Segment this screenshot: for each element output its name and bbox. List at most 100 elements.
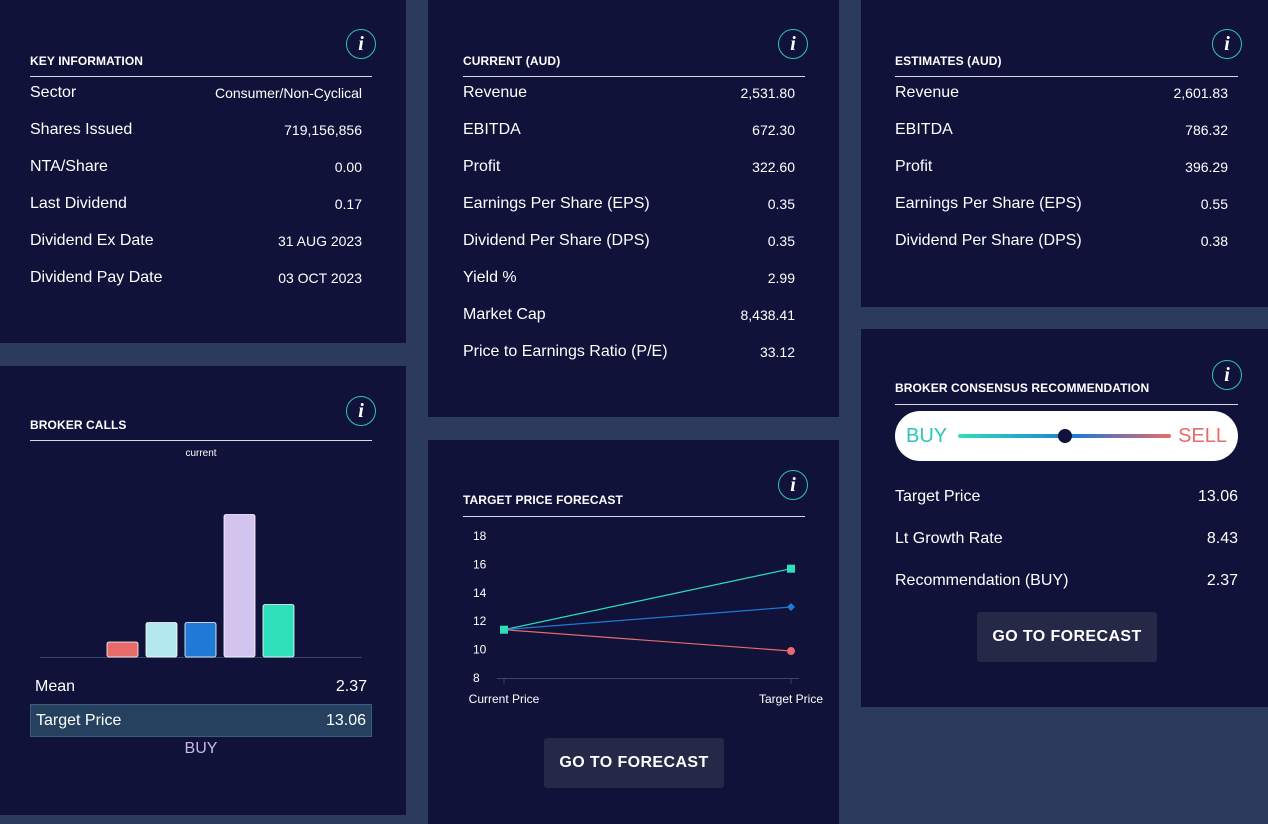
y-tick-label: 8 bbox=[473, 671, 480, 685]
x-tick-label: Target Price bbox=[759, 692, 823, 706]
info-icon[interactable]: i bbox=[1212, 360, 1242, 390]
row-label: Yield % bbox=[463, 269, 517, 286]
series-line bbox=[503, 606, 792, 631]
divider bbox=[463, 516, 805, 517]
divider bbox=[895, 404, 1238, 405]
data-row: Sector Consumer/Non-Cyclical bbox=[30, 81, 362, 105]
data-row: Dividend Pay Date 03 OCT 2023 bbox=[30, 266, 362, 290]
y-tick-label: 14 bbox=[473, 586, 487, 600]
row-label: Profit bbox=[463, 158, 501, 175]
divider bbox=[30, 440, 372, 441]
data-row: Lt Growth Rate 8.43 bbox=[895, 527, 1238, 551]
data-row: Price to Earnings Ratio (P/E) 33.12 bbox=[463, 340, 795, 364]
chart-bar bbox=[262, 604, 295, 658]
row-value: 03 OCT 2023 bbox=[278, 270, 362, 286]
row-value: 786.32 bbox=[1185, 122, 1228, 138]
sell-label: SELL bbox=[1178, 425, 1227, 447]
row-label: Earnings Per Share (EPS) bbox=[463, 195, 650, 212]
row-label: Profit bbox=[895, 158, 933, 175]
row-label: Shares Issued bbox=[30, 121, 133, 138]
row-value: 0.35 bbox=[767, 233, 795, 249]
row-label: Revenue bbox=[895, 84, 960, 101]
data-row: Revenue 2,531.80 bbox=[463, 81, 795, 105]
row-label: Earnings Per Share (EPS) bbox=[895, 195, 1082, 212]
row-value: 2.99 bbox=[767, 270, 795, 286]
info-icon[interactable]: i bbox=[346, 29, 376, 59]
row-value: 672.30 bbox=[752, 122, 795, 138]
target-price-label: Target Price bbox=[36, 711, 122, 729]
mean-label: Mean bbox=[35, 678, 76, 695]
recommendation-slider: BUY SELL bbox=[895, 411, 1238, 461]
data-row: Revenue 2,601.83 bbox=[895, 81, 1228, 105]
row-label: Dividend Pay Date bbox=[30, 269, 163, 286]
key-information-panel: i KEY INFORMATION Sector Consumer/Non-Cyc… bbox=[0, 0, 406, 343]
target-price-forecast-panel: i TARGET PRICE FORECAST 8 10 12 14 16 18 Curre… bbox=[428, 440, 839, 824]
y-tick-label: 10 bbox=[473, 643, 487, 657]
info-icon[interactable]: i bbox=[778, 29, 808, 59]
data-point bbox=[787, 564, 795, 573]
row-label: Lt Growth Rate bbox=[895, 530, 1003, 547]
go-to-forecast-button[interactable]: GO TO FORECAST bbox=[544, 738, 724, 788]
row-value: 0.55 bbox=[1200, 196, 1228, 212]
panel-title: CURRENT (AUD) bbox=[463, 54, 561, 68]
panel-title: KEY INFORMATION bbox=[30, 54, 144, 68]
chart-bar bbox=[223, 514, 256, 658]
target-price-row: Target Price 13.06 bbox=[30, 704, 372, 737]
data-row: Target Price 13.06 bbox=[895, 485, 1238, 509]
data-row: Recommendation (BUY) 2.37 bbox=[895, 569, 1238, 593]
row-value: 8,438.41 bbox=[740, 307, 796, 323]
mean-row: Mean 2.37 bbox=[30, 672, 372, 702]
info-icon[interactable]: i bbox=[346, 396, 376, 426]
current-panel: i CURRENT (AUD) Revenue 2,531.80 EBITDA 672… bbox=[428, 0, 839, 417]
data-row: Earnings Per Share (EPS) 0.35 bbox=[463, 192, 795, 216]
row-value: 396.29 bbox=[1185, 159, 1228, 175]
panel-title: ESTIMATES (AUD) bbox=[895, 54, 1002, 68]
row-label: Target Price bbox=[895, 488, 981, 505]
y-tick-label: 16 bbox=[473, 557, 487, 571]
chart-bar bbox=[106, 641, 139, 658]
data-row: EBITDA 672.30 bbox=[463, 118, 795, 142]
series-line bbox=[503, 568, 792, 631]
row-label: Price to Earnings Ratio (P/E) bbox=[463, 343, 668, 360]
target-price-value: 13.06 bbox=[325, 711, 366, 729]
row-value: 2,601.83 bbox=[1173, 85, 1229, 101]
row-label: Sector bbox=[30, 84, 77, 101]
row-value: 719,156,856 bbox=[284, 122, 362, 138]
row-label: Revenue bbox=[463, 84, 528, 101]
row-value: 33.12 bbox=[759, 344, 795, 360]
buy-label: BUY bbox=[906, 425, 948, 447]
go-to-forecast-button[interactable]: GO TO FORECAST bbox=[977, 612, 1157, 662]
divider bbox=[463, 76, 805, 77]
row-value: 13.06 bbox=[1197, 488, 1238, 505]
row-value: 322.60 bbox=[752, 159, 795, 175]
row-value: 0.35 bbox=[767, 196, 795, 212]
panel-title: BROKER CONSENSUS RECOMMENDATION bbox=[895, 381, 1150, 395]
data-row: Profit 322.60 bbox=[463, 155, 795, 179]
chart-bar bbox=[184, 622, 217, 658]
row-value: 0.38 bbox=[1200, 233, 1228, 249]
row-label: Dividend Per Share (DPS) bbox=[895, 232, 1082, 249]
mean-value: 2.37 bbox=[335, 678, 367, 695]
data-row: Last Dividend 0.17 bbox=[30, 192, 362, 216]
divider bbox=[895, 76, 1238, 77]
row-value: 2,531.80 bbox=[740, 85, 796, 101]
row-label: NTA/Share bbox=[30, 158, 108, 175]
row-value: 31 AUG 2023 bbox=[277, 233, 362, 249]
chart-subtitle: current bbox=[185, 448, 217, 459]
broker-consensus-panel: i BROKER CONSENSUS RECOMMENDATION BUY SE… bbox=[861, 329, 1268, 707]
row-value: 2.37 bbox=[1206, 572, 1238, 589]
broker-calls-panel: i BROKER CALLS current Mean 2.37 Target … bbox=[0, 366, 406, 815]
data-row: EBITDA 786.32 bbox=[895, 118, 1228, 142]
row-value: 0.17 bbox=[334, 196, 362, 212]
info-icon[interactable]: i bbox=[1212, 29, 1242, 59]
info-icon[interactable]: i bbox=[778, 470, 808, 500]
data-point bbox=[787, 603, 795, 611]
data-row: Earnings Per Share (EPS) 0.55 bbox=[895, 192, 1228, 216]
data-row: Profit 396.29 bbox=[895, 155, 1228, 179]
recommendation-label: BUY bbox=[184, 740, 218, 757]
panel-title: TARGET PRICE FORECAST bbox=[463, 493, 623, 507]
series-line bbox=[503, 629, 792, 652]
chart-bar bbox=[145, 622, 178, 658]
estimates-panel: i ESTIMATES (AUD) Revenue 2,601.83 EBITDA 7… bbox=[861, 0, 1268, 307]
row-label: Recommendation (BUY) bbox=[895, 572, 1069, 589]
